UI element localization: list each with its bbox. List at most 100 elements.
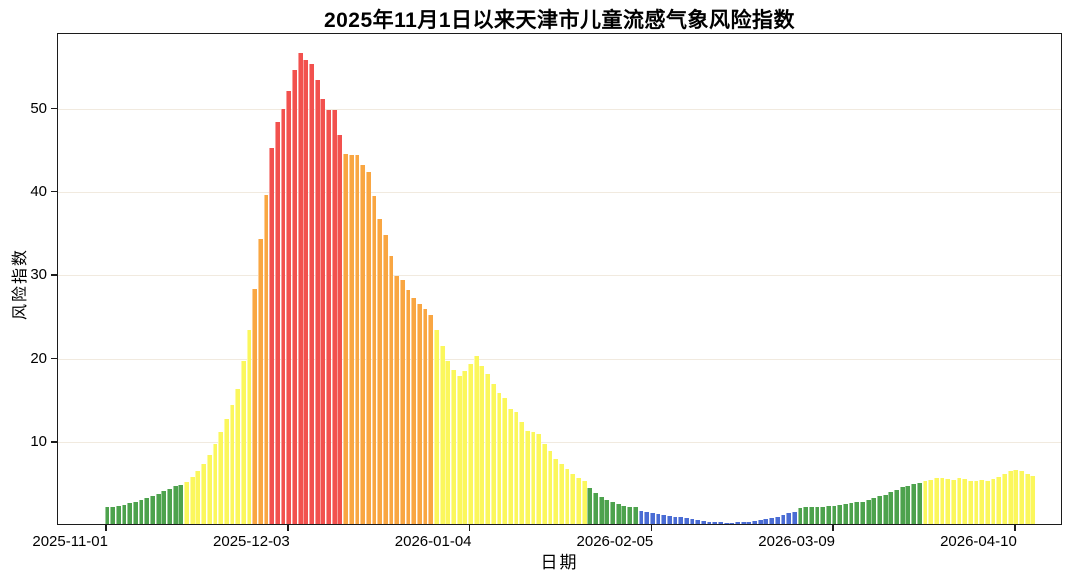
bar-day-79-level-y [553, 458, 559, 524]
bar-day-161-level-y [1019, 470, 1024, 524]
bar-day-53-level-o [405, 289, 411, 524]
x-tick-mark-2026-03-09 [832, 525, 834, 531]
bar-day-21-level-y [223, 418, 229, 524]
gridline-y-40 [58, 191, 1061, 193]
bar-day-59-level-y [439, 345, 445, 524]
y-tick-mark-30 [51, 274, 57, 276]
bar-day-41-level-r [337, 135, 343, 524]
bar-day-57-level-o [428, 314, 434, 524]
bar-day-3-level-g [121, 504, 127, 524]
bar-day-38-level-r [320, 98, 326, 524]
y-tick-label-50: 50 [30, 99, 47, 117]
chart-title: 2025年11月1日以来天津市儿童流感气象风险指数 [323, 9, 796, 32]
bar-day-97-level-b [655, 514, 661, 524]
bar-day-114-level-b [752, 520, 757, 524]
bar-day-83-level-y [576, 478, 581, 524]
y-tick-label-20: 20 [30, 349, 47, 367]
bar-day-154-level-y [979, 479, 985, 524]
bar-day-20-level-y [218, 432, 223, 524]
x-axis-label: 日期 [540, 553, 579, 572]
bar-day-109-level-b [723, 522, 729, 524]
bar-day-58-level-y [434, 329, 439, 524]
bar-day-138-level-g [888, 492, 894, 524]
bar-day-32-level-r [286, 91, 292, 524]
bar-day-74-level-y [524, 430, 530, 524]
bar-day-69-level-y [496, 393, 502, 524]
y-tick-label-30: 30 [30, 266, 47, 284]
bar-day-29-level-r [269, 147, 275, 524]
bar-day-116-level-b [763, 519, 769, 524]
bar-day-108-level-b [718, 522, 723, 524]
bar-day-146-level-y [933, 478, 939, 524]
bar-day-55-level-o [417, 303, 422, 524]
bar-day-88-level-g [604, 499, 610, 524]
bar-day-15-level-y [189, 477, 195, 524]
bar-day-89-level-g [610, 502, 615, 524]
bar-day-142-level-g [911, 483, 916, 524]
bar-day-84-level-y [581, 481, 587, 524]
bar-day-148-level-y [945, 478, 951, 524]
x-tick-label-2026-04-10: 2026-04-10 [940, 533, 1017, 550]
x-tick-label-2026-02-05: 2026-02-05 [576, 533, 654, 550]
bar-day-26-level-o [252, 288, 258, 524]
bar-day-160-level-y [1013, 469, 1019, 524]
bar-day-134-level-g [865, 499, 871, 524]
bar-day-10-level-g [161, 491, 167, 524]
bar-day-33-level-r [292, 69, 297, 524]
bar-day-123-level-g [803, 507, 809, 524]
bar-day-70-level-y [502, 398, 507, 524]
bar-day-93-level-g [632, 507, 638, 524]
bar-day-128-level-g [831, 505, 837, 524]
bar-day-115-level-b [757, 519, 763, 524]
bar-day-85-level-g [587, 488, 593, 524]
bar-day-137-level-g [882, 494, 888, 524]
bar-day-153-level-y [973, 480, 979, 524]
bar-day-50-level-o [388, 256, 394, 524]
bar-day-67-level-y [485, 373, 490, 524]
bar-day-126-level-g [820, 506, 826, 524]
bar-day-7-level-g [144, 498, 150, 524]
bar-day-140-level-g [899, 487, 905, 524]
gridline-y-50 [58, 108, 1061, 110]
gridline-y-10 [58, 442, 1061, 444]
bar-day-130-level-g [843, 504, 848, 524]
y-tick-label-40: 40 [30, 182, 47, 200]
bar-day-86-level-g [593, 493, 598, 524]
bar-day-124-level-g [808, 507, 814, 524]
bar-day-98-level-b [661, 514, 667, 524]
bar-day-64-level-y [468, 363, 473, 524]
bar-day-111-level-b [735, 522, 740, 524]
y-tick-mark-10 [51, 441, 57, 443]
bar-day-51-level-o [394, 276, 400, 524]
bar-day-71-level-y [507, 408, 513, 524]
bar-day-49-level-o [382, 235, 388, 524]
bar-day-143-level-g [916, 483, 922, 524]
x-tick-mark-2026-04-10 [1014, 525, 1016, 531]
bar-day-45-level-o [360, 165, 365, 524]
bar-day-0-level-g [104, 507, 110, 524]
bar-day-110-level-b [729, 522, 735, 524]
bar-day-104-level-b [695, 519, 701, 524]
bar-day-39-level-r [326, 109, 331, 524]
bar-day-81-level-y [564, 468, 570, 524]
bar-day-73-level-y [519, 422, 525, 524]
bar-day-16-level-y [195, 471, 201, 524]
bar-day-103-level-b [689, 519, 695, 524]
bar-day-117-level-b [769, 518, 774, 524]
bar-day-136-level-g [877, 496, 882, 524]
gridline-y-20 [58, 358, 1061, 360]
bar-day-34-level-r [297, 52, 303, 524]
bar-day-99-level-b [666, 515, 672, 524]
bar-day-100-level-b [672, 516, 678, 524]
bar-day-152-level-y [967, 480, 973, 524]
bar-day-52-level-o [399, 279, 405, 524]
bar-day-144-level-y [922, 481, 928, 524]
bar-day-76-level-y [536, 433, 542, 524]
bar-day-62-level-y [456, 375, 462, 524]
bar-day-12-level-g [172, 486, 178, 524]
bar-day-44-level-o [354, 155, 360, 524]
bar-day-162-level-y [1024, 473, 1030, 524]
bar-day-17-level-y [201, 463, 206, 524]
bar-day-141-level-g [905, 485, 911, 524]
bar-day-28-level-o [263, 195, 269, 524]
